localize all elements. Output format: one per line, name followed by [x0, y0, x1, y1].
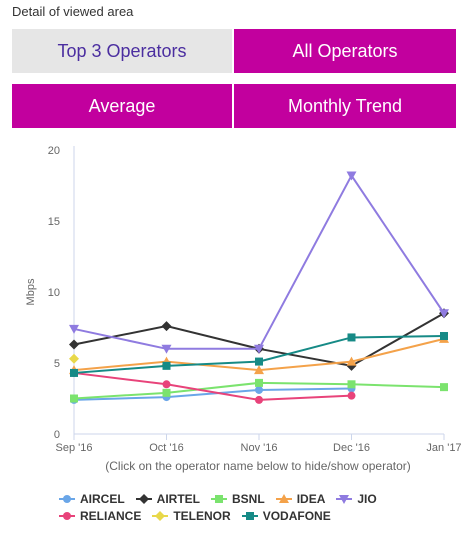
legend-symbol-icon — [59, 511, 75, 520]
data-point-airtel — [69, 339, 79, 350]
x-tick-label: Dec '16 — [333, 442, 370, 454]
data-point-jio — [346, 171, 357, 181]
legend-label: AIRCEL — [80, 491, 125, 506]
data-point-aircel — [255, 385, 263, 394]
legend-symbol-icon — [336, 494, 353, 504]
x-tick-label: Nov '16 — [241, 442, 278, 454]
y-tick-label: 10 — [48, 287, 60, 299]
x-tick-label: Jan '17 — [426, 442, 461, 454]
data-point-telenor — [69, 353, 79, 364]
legend-symbol-icon — [152, 510, 169, 521]
x-tick-label: Sep '16 — [56, 442, 93, 454]
data-point-reliance — [162, 380, 171, 389]
data-point-vodafone — [162, 361, 171, 370]
legend-label: BSNL — [232, 491, 265, 506]
data-point-bsnl — [162, 388, 171, 397]
legend-label: TELENOR — [173, 508, 231, 523]
data-point-bsnl — [70, 394, 78, 403]
data-point-bsnl — [440, 383, 448, 392]
legend-symbol-icon — [211, 494, 228, 503]
legend-item-bsnl[interactable]: BSNL — [210, 492, 265, 506]
caption: Detail of viewed area — [12, 4, 134, 19]
y-tick-label: 5 — [54, 358, 60, 370]
y-tick-label: 20 — [48, 145, 60, 157]
legend-symbol-icon — [275, 493, 292, 503]
legend-item-idea[interactable]: IDEA — [275, 491, 326, 506]
legend: AIRCEL AIRTEL BSNL IDEA JIO RELIANCE TELENOR V… — [58, 490, 458, 524]
data-point-jio — [161, 344, 172, 354]
data-point-idea — [346, 356, 357, 366]
data-point-idea — [254, 365, 264, 375]
x-tick-label: Oct '16 — [149, 442, 184, 454]
data-point-jio — [254, 344, 264, 354]
data-point-jio — [439, 309, 449, 319]
tab-top-3-operators[interactable]: Top 3 Operators — [12, 29, 232, 73]
data-point-bsnl — [347, 380, 356, 389]
legend-label: IDEA — [296, 491, 326, 506]
tab-average[interactable]: Average — [12, 84, 232, 128]
data-point-jio — [69, 324, 79, 334]
data-point-vodafone — [440, 332, 448, 341]
data-point-vodafone — [347, 333, 356, 342]
data-point-bsnl — [255, 378, 263, 387]
legend-item-vodafone[interactable]: VODAFONE — [241, 509, 331, 523]
x-axis-label: (Click on the operator name below to hid… — [105, 459, 411, 473]
legend-item-aircel[interactable]: AIRCEL — [58, 492, 125, 506]
data-point-reliance — [347, 391, 356, 400]
legend-item-airtel[interactable]: AIRTEL — [135, 492, 200, 506]
legend-label: RELIANCE — [80, 508, 142, 523]
legend-item-telenor[interactable]: TELENOR — [151, 508, 231, 523]
tab-all-operators[interactable]: All Operators — [234, 29, 456, 73]
series-line-aircel — [73, 387, 352, 401]
y-axis-label: Mbps — [25, 278, 37, 305]
legend-label: VODAFONE — [262, 508, 331, 523]
legend-item-reliance[interactable]: RELIANCE — [58, 509, 141, 523]
data-point-reliance — [255, 395, 263, 404]
line-chart: 0 5 10 15 20 Sep '16 Oct '16 Nov '16 Dec '16 Jan … — [25, 145, 462, 473]
legend-symbol-icon — [135, 493, 152, 504]
y-tick-label: 0 — [54, 429, 60, 441]
data-point-airtel — [161, 321, 172, 332]
tab-monthly-trend[interactable]: Monthly Trend — [234, 84, 456, 128]
data-point-vodafone — [70, 368, 78, 377]
legend-item-jio[interactable]: JIO — [335, 491, 377, 506]
legend-label: AIRTEL — [156, 491, 201, 506]
series-line-reliance — [73, 371, 352, 401]
legend-symbol-icon — [241, 511, 258, 520]
series-line-jio — [73, 173, 445, 350]
y-tick-label: 15 — [48, 216, 60, 228]
legend-symbol-icon — [59, 494, 75, 503]
legend-label: JIO — [357, 491, 377, 506]
data-point-vodafone — [255, 357, 263, 366]
